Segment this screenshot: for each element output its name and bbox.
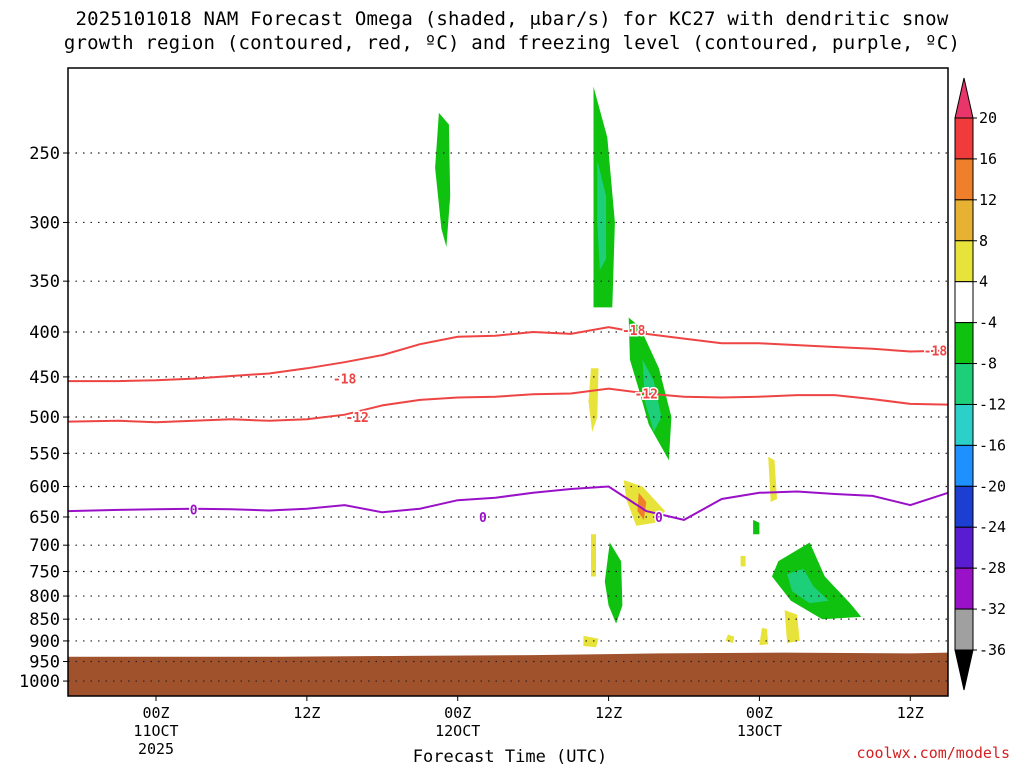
colorbar-box-8: [954, 444, 974, 487]
colorbar-box-11: [954, 567, 974, 610]
colorbar-box-0: [954, 117, 974, 160]
x-tick-label-36: 12Z: [595, 704, 622, 722]
colorbar-box-10: [954, 526, 974, 569]
y-tick-label-400: 400: [29, 323, 60, 343]
x-tick-sublabel2-0: 2025: [138, 740, 174, 758]
contour-line-minus12-1: [68, 387, 948, 424]
omega-region-11: [637, 492, 647, 520]
plot-area: -18-18-18-12-12-120000250300350400450500…: [19, 67, 949, 758]
x-tick-sublabel-48: 13OCT: [737, 722, 782, 740]
y-tick-label-750: 750: [29, 562, 60, 582]
colorbar-bottom-arrow: [954, 649, 974, 691]
colorbar-label-12: -32: [979, 600, 1006, 618]
y-tick-label-600: 600: [29, 477, 60, 497]
colorbar-box-6: [954, 363, 974, 405]
y-tick-label-550: 550: [29, 444, 60, 464]
x-tick-sublabel-24: 12OCT: [435, 722, 480, 740]
x-tick-label-12: 12Z: [293, 704, 320, 722]
colorbar-box-5: [954, 322, 974, 365]
colorbar-box-3: [954, 240, 974, 283]
omega-region-12: [768, 456, 777, 502]
x-tick-sublabel-0: 11OCT: [133, 722, 178, 740]
colorbar-box-2: [954, 199, 974, 242]
chart-title-line-2: growth region (contoured, red, ºC) and f…: [63, 32, 961, 54]
omega-region-14: [759, 628, 769, 646]
colorbar-label-11: -28: [979, 559, 1006, 577]
colorbar-label-2: 12: [979, 191, 997, 209]
y-tick-label-650: 650: [29, 508, 60, 528]
x-tick-label-48: 00Z: [746, 704, 773, 722]
omega-region-13: [583, 635, 599, 648]
attribution: coolwx.com/models: [856, 744, 1010, 762]
y-tick-label-500: 500: [29, 408, 60, 428]
y-tick-label-900: 900: [29, 632, 60, 652]
y-tick-label-1000: 1000: [19, 672, 60, 692]
colorbar-box-4: [954, 281, 974, 324]
contour-label-8: 0: [655, 511, 663, 526]
y-tick-label-950: 950: [29, 653, 60, 673]
omega-region-4: [642, 359, 662, 432]
omega-region-0: [435, 112, 451, 248]
colorbar-label-8: -16: [979, 436, 1006, 454]
omega-region-8: [753, 519, 760, 535]
omega-region-6: [772, 542, 862, 620]
y-tick-label-800: 800: [29, 587, 60, 607]
omega-region-17: [591, 534, 596, 577]
colorbar-box-12: [954, 608, 974, 651]
omega-region-16: [725, 634, 735, 643]
x-tick-label-24: 00Z: [444, 704, 471, 722]
contour-label-2: -18: [924, 345, 948, 360]
colorbar: 20 16 12 8 4 -4 -8 -12 -16 -20 -24 -28 -32 -36: [954, 77, 1006, 691]
colorbar-label-5: -4: [979, 314, 997, 332]
omega-region-18: [740, 555, 746, 567]
contour-label-6: 0: [190, 503, 198, 518]
y-tick-label-250: 250: [29, 144, 60, 164]
omega-region-9: [588, 368, 599, 432]
contour-line-minus18-0: [68, 326, 948, 383]
contour-line-0-2: [68, 485, 948, 521]
omega-region-5: [604, 542, 623, 624]
contour-label-1: -18: [622, 324, 646, 339]
colorbar-label-13: -36: [979, 641, 1006, 659]
omega-region-7: [787, 568, 829, 604]
y-tick-label-350: 350: [29, 272, 60, 292]
y-tick-label-850: 850: [29, 610, 60, 630]
x-tick-label-0: 00Z: [142, 704, 169, 722]
colorbar-top-arrow: [954, 77, 974, 119]
colorbar-label-7: -12: [979, 395, 1006, 413]
colorbar-label-9: -20: [979, 477, 1006, 495]
contour-label-7: 0: [479, 511, 487, 526]
ground-surface: [68, 652, 948, 696]
colorbar-label-10: -24: [979, 518, 1006, 536]
contour-label-3: -12: [345, 411, 368, 426]
x-axis-label: Forecast Time (UTC): [412, 747, 608, 767]
colorbar-label-0: 20: [979, 109, 997, 127]
omega-region-2: [597, 160, 607, 271]
colorbar-box-1: [954, 158, 974, 201]
colorbar-label-3: 8: [979, 232, 988, 250]
omega-region-15: [784, 610, 800, 643]
y-tick-label-450: 450: [29, 368, 60, 388]
colorbar-label-6: -8: [979, 355, 997, 373]
colorbar-label-1: 16: [979, 150, 997, 168]
plot-frame: [67, 67, 949, 697]
x-tick-label-60: 12Z: [897, 704, 924, 722]
colorbar-box-9: [954, 485, 974, 528]
y-tick-label-700: 700: [29, 536, 60, 556]
y-tick-label-300: 300: [29, 213, 60, 233]
contour-label-0: -18: [333, 373, 357, 388]
chart-title-line-1: 2025101018 NAM Forecast Omega (shaded, μ…: [75, 8, 949, 30]
colorbar-label-4: 4: [979, 273, 988, 291]
contour-label-4: -12: [635, 387, 658, 402]
colorbar-box-7: [954, 403, 974, 446]
